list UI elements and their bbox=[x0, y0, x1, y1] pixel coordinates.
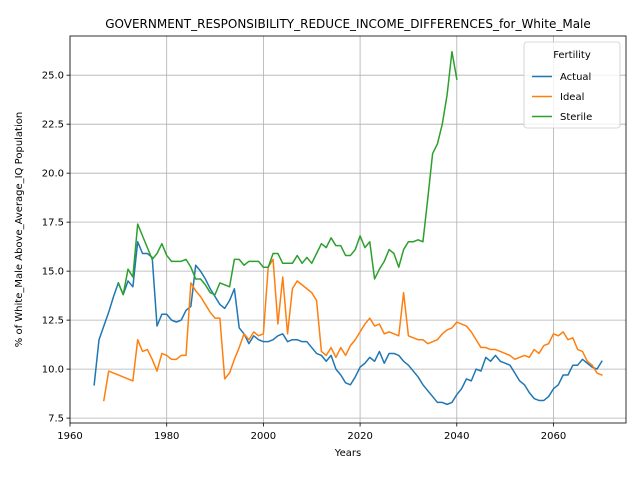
y-tick-label: 17.5 bbox=[42, 218, 64, 229]
y-tick-label: 15.0 bbox=[42, 267, 64, 278]
x-tick-label: 1980 bbox=[154, 431, 179, 442]
legend-entries: Actual Ideal Sterile bbox=[532, 72, 592, 123]
legend-label-sterile: Sterile bbox=[560, 112, 592, 123]
legend-label-actual: Actual bbox=[560, 72, 591, 83]
chart-title: GOVERNMENT_RESPONSIBILITY_REDUCE_INCOME_… bbox=[105, 17, 591, 31]
x-tick-label: 2020 bbox=[347, 431, 372, 442]
series-line-ideal bbox=[102, 258, 603, 402]
series-lines bbox=[93, 50, 603, 406]
series-line-sterile bbox=[117, 50, 458, 296]
y-axis-ticks: 7.5 10.0 12.5 15.0 17.5 20.0 22.5 25.0 bbox=[42, 71, 70, 425]
y-axis-label: % of White_Male Above_Average_IQ Populat… bbox=[14, 112, 25, 347]
series-line-actual bbox=[93, 241, 603, 406]
x-axis-label: Years bbox=[334, 448, 361, 459]
x-tick-label: 2040 bbox=[444, 431, 469, 442]
y-tick-label: 7.5 bbox=[48, 414, 64, 425]
legend-title: Fertility bbox=[553, 50, 591, 61]
y-tick-label: 20.0 bbox=[42, 169, 64, 180]
y-tick-label: 12.5 bbox=[42, 316, 64, 327]
legend-label-ideal: Ideal bbox=[560, 92, 584, 103]
x-tick-label: 2060 bbox=[541, 431, 566, 442]
y-tick-label: 22.5 bbox=[42, 120, 64, 131]
x-tick-label: 1960 bbox=[57, 431, 82, 442]
legend: Fertility Actual Ideal Sterile bbox=[523, 41, 621, 129]
x-tick-label: 2000 bbox=[251, 431, 276, 442]
legend-box bbox=[523, 41, 621, 129]
y-tick-label: 25.0 bbox=[42, 71, 64, 82]
grid-lines bbox=[69, 36, 626, 423]
plot-area-frame bbox=[69, 35, 627, 424]
x-axis-ticks: 1960 1980 2000 2020 2040 2060 bbox=[57, 423, 566, 442]
y-tick-label: 10.0 bbox=[42, 365, 64, 376]
